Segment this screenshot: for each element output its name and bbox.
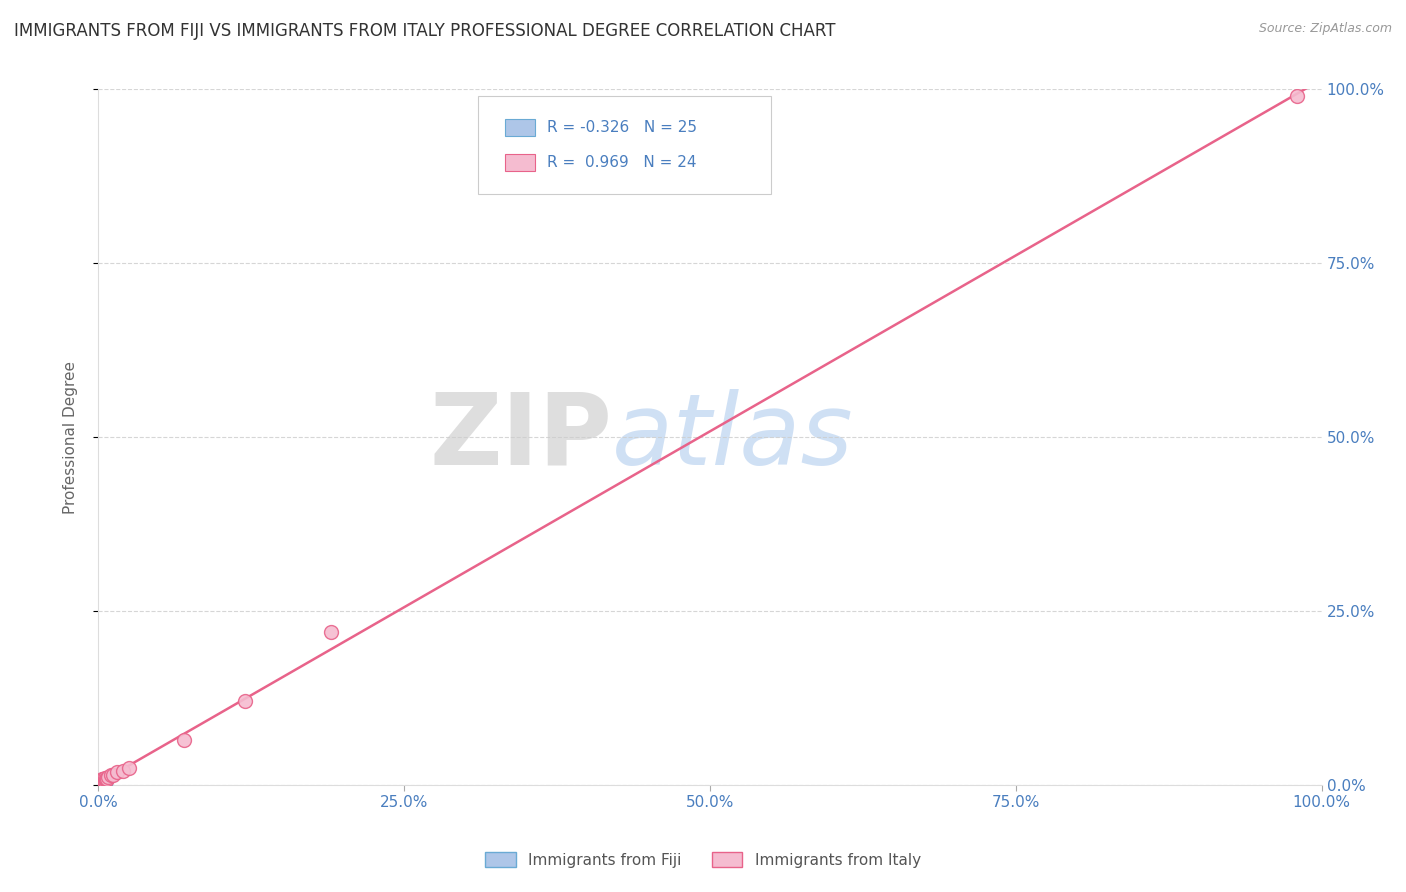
Point xyxy=(91,772,114,787)
Point xyxy=(90,776,112,790)
Point xyxy=(90,777,112,791)
Text: ZIP: ZIP xyxy=(429,389,612,485)
Point xyxy=(90,777,112,791)
Point xyxy=(173,732,195,747)
Point xyxy=(91,776,114,790)
Point xyxy=(91,777,114,791)
Point xyxy=(101,767,124,781)
Point xyxy=(1286,89,1309,103)
Point xyxy=(90,776,112,790)
Point xyxy=(90,776,112,790)
Point xyxy=(93,777,115,791)
Point xyxy=(91,777,114,791)
Point xyxy=(91,777,114,791)
Point xyxy=(93,773,115,788)
Point xyxy=(89,776,111,790)
Text: IMMIGRANTS FROM FIJI VS IMMIGRANTS FROM ITALY PROFESSIONAL DEGREE CORRELATION CH: IMMIGRANTS FROM FIJI VS IMMIGRANTS FROM … xyxy=(14,22,835,40)
Point xyxy=(91,774,114,789)
Point xyxy=(93,771,115,785)
Y-axis label: Professional Degree: Professional Degree xyxy=(63,360,77,514)
Point xyxy=(89,776,111,790)
Point xyxy=(89,776,111,790)
Point xyxy=(89,777,111,791)
Point xyxy=(90,774,112,789)
Point xyxy=(89,776,111,790)
Point xyxy=(91,773,114,788)
Point xyxy=(91,776,114,790)
Legend: Immigrants from Fiji, Immigrants from Italy: Immigrants from Fiji, Immigrants from It… xyxy=(478,844,928,875)
Text: R =  0.969   N = 24: R = 0.969 N = 24 xyxy=(547,154,697,169)
Point xyxy=(91,775,114,789)
Point xyxy=(100,768,122,782)
FancyBboxPatch shape xyxy=(478,96,772,194)
Text: atlas: atlas xyxy=(612,389,853,485)
Point xyxy=(90,776,112,790)
Point xyxy=(90,776,112,790)
Point xyxy=(89,776,111,790)
Point xyxy=(94,773,117,788)
Point xyxy=(89,776,111,790)
Point xyxy=(96,772,118,787)
Bar xyxy=(505,153,536,171)
Point xyxy=(105,765,128,780)
Point xyxy=(90,776,112,790)
Point xyxy=(233,694,256,708)
Bar xyxy=(505,119,536,136)
Point xyxy=(91,776,114,790)
Point xyxy=(90,777,112,791)
Point xyxy=(90,776,112,790)
Point xyxy=(94,772,117,786)
Point xyxy=(91,772,114,786)
Point xyxy=(118,760,141,774)
Text: Source: ZipAtlas.com: Source: ZipAtlas.com xyxy=(1258,22,1392,36)
Point xyxy=(97,770,120,784)
Point xyxy=(90,777,112,791)
Point xyxy=(91,773,114,788)
Point xyxy=(319,624,342,639)
Point xyxy=(91,777,114,791)
Text: R = -0.326   N = 25: R = -0.326 N = 25 xyxy=(547,120,697,135)
Point xyxy=(111,764,134,778)
Point xyxy=(91,776,114,790)
